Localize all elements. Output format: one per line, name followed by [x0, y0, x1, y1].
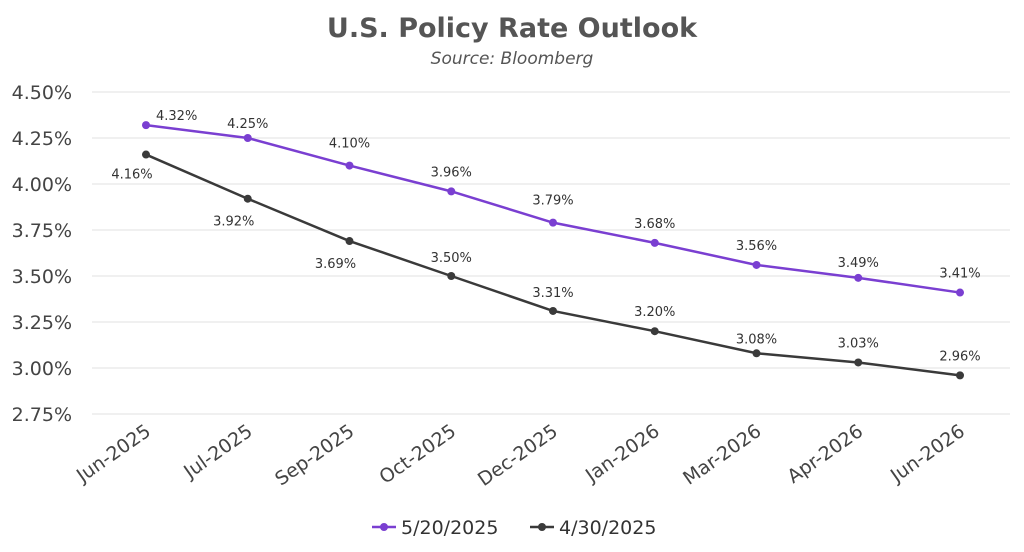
data-label: 3.68% [634, 217, 675, 232]
series-layer [142, 121, 964, 380]
data-label: 3.69% [315, 257, 356, 272]
x-tick-label: Oct-2025 [375, 420, 460, 489]
data-point [345, 161, 354, 170]
data-label: 3.03% [838, 336, 879, 351]
data-point [142, 150, 150, 159]
data-point [345, 237, 354, 246]
data-label: 3.41% [939, 267, 980, 282]
data-label: 3.08% [736, 332, 777, 347]
data-label: 3.96% [431, 165, 472, 180]
data-point [752, 260, 761, 269]
x-tick-label: Apr-2026 [783, 420, 867, 488]
chart-title: U.S. Policy Rate Outlook [327, 13, 698, 44]
y-tick-label: 4.00% [12, 174, 72, 196]
x-tick-label: Mar-2026 [679, 420, 765, 490]
data-label: 3.50% [431, 251, 472, 266]
x-tick-label: Jul-2025 [179, 420, 256, 483]
data-label: 3.31% [532, 286, 573, 301]
data-point [447, 187, 456, 196]
x-axis: Jun-2025 Jul-2025 Sep-2025 Oct-2025 Dec-2025… [72, 420, 969, 491]
data-point [142, 121, 150, 130]
y-tick-label: 2.75% [12, 404, 72, 426]
data-label: 4.10% [329, 137, 370, 152]
data-label: 4.32% [156, 109, 197, 124]
data-point [243, 194, 252, 203]
y-tick-label: 3.50% [12, 266, 72, 288]
data-point [752, 349, 761, 358]
y-tick-label: 4.25% [12, 128, 72, 150]
data-label: 4.16% [111, 168, 152, 183]
data-point [243, 134, 252, 142]
x-tick-label: Jun-2026 [886, 420, 969, 487]
y-axis: 4.50% 4.25% 4.00% 3.75% 3.50% 3.25% 3.00% 2.75% [12, 82, 72, 426]
data-point [549, 306, 557, 315]
data-point [956, 288, 964, 297]
x-tick-label: Jan-2026 [581, 420, 664, 487]
data-label: 2.96% [939, 349, 980, 364]
y-tick-label: 3.25% [12, 312, 72, 334]
x-tick-label: Sep-2025 [271, 420, 358, 490]
legend-marker [538, 523, 546, 531]
data-label: 3.20% [634, 305, 675, 320]
legend-label: 4/30/2025 [559, 517, 656, 539]
legend: 5/20/2025 4/30/2025 [372, 517, 656, 539]
data-point [549, 218, 557, 227]
gridlines [92, 91, 1010, 415]
y-tick-label: 3.75% [12, 220, 72, 242]
data-label: 3.49% [838, 256, 879, 271]
legend-label: 5/20/2025 [401, 517, 498, 539]
data-label: 3.92% [213, 215, 254, 230]
data-label: 3.79% [532, 194, 573, 209]
data-point [447, 272, 456, 280]
data-point [854, 273, 863, 282]
data-point [650, 238, 659, 247]
data-label: 3.56% [736, 239, 777, 254]
x-tick-label: Dec-2025 [474, 420, 562, 491]
data-labels: 4.32% 4.25% 4.10% 3.96% 3.79% 3.68% 3.56% 3.49%… [111, 109, 980, 364]
x-tick-label: Jun-2025 [72, 420, 155, 487]
data-point [854, 358, 863, 367]
data-label: 4.25% [227, 117, 268, 132]
chart-subtitle: Source: Bloomberg [431, 49, 594, 69]
data-point [956, 371, 964, 380]
y-tick-label: 4.50% [12, 82, 72, 104]
data-point [650, 327, 659, 336]
legend-marker [380, 523, 388, 531]
y-tick-label: 3.00% [12, 358, 72, 380]
